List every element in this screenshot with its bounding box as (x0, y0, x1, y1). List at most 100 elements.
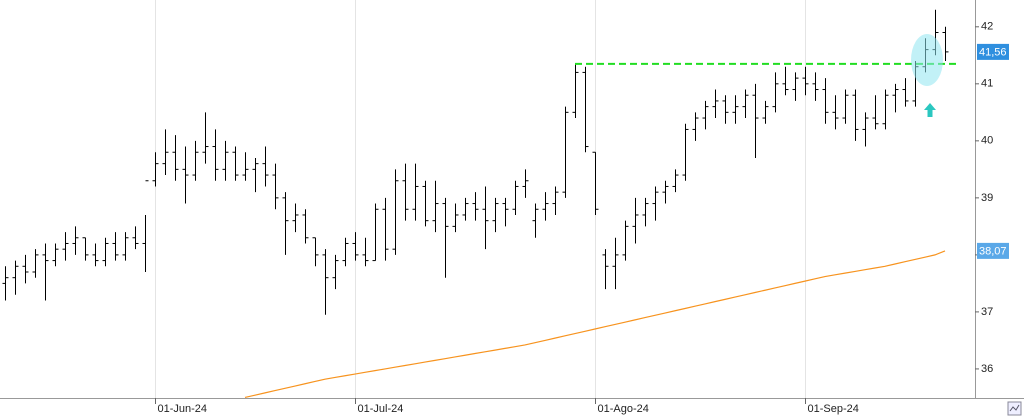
ohlc-bar (522, 169, 529, 198)
ohlc-bar (282, 192, 289, 255)
ohlc-bar (842, 89, 849, 124)
ohlc-bar (772, 72, 779, 113)
ohlc-bar (262, 146, 269, 187)
y-tick-label: 37 (981, 306, 993, 318)
ohlc-bar (332, 254, 339, 290)
ohlc-bar (292, 203, 299, 233)
x-tick-label: 01-Sep-24 (808, 403, 859, 415)
ohlc-bar (792, 72, 799, 101)
x-tick-label: 01-Ago-24 (598, 403, 649, 415)
ohlc-bar (252, 157, 259, 193)
ohlc-bar (382, 197, 389, 261)
ohlc-bar (672, 169, 679, 193)
ohlc-bar (192, 140, 199, 181)
ohlc-bar (372, 203, 379, 262)
ohlc-bar (752, 83, 759, 158)
ohlc-bar (72, 226, 79, 255)
ohlc-bar (52, 243, 59, 267)
ohlc-bar (102, 237, 109, 267)
signal-arrow (924, 103, 936, 117)
ohlc-bar (852, 89, 859, 141)
ohlc-bar (902, 78, 909, 107)
price-tag (977, 242, 1009, 259)
moving-average (244, 250, 946, 399)
ohlc-bar (872, 95, 879, 130)
ohlc-bar (602, 249, 609, 290)
ohlc-bar (362, 237, 369, 267)
ohlc-bar (392, 169, 399, 255)
ohlc-bar (182, 146, 189, 204)
ohlc-bar (152, 152, 159, 187)
ohlc-bar (472, 192, 479, 221)
y-tick-label: 36 (981, 363, 993, 375)
ohlc-bar (612, 237, 619, 290)
y-tick-label: 39 (981, 192, 993, 204)
ohlc-bar (502, 197, 509, 227)
ohlc-bar (652, 186, 659, 221)
y-tick-label: 41 (981, 78, 993, 90)
ohlc-bar (662, 180, 669, 204)
ohlc-bar (632, 197, 639, 244)
ohlc-bar (582, 66, 589, 153)
ohlc-bar (302, 209, 309, 244)
ohlc-bar (862, 112, 869, 147)
corner-icon (1009, 404, 1020, 412)
highlight-ellipse (911, 34, 943, 86)
ohlc-bar (812, 72, 819, 101)
ohlc-bar (452, 203, 459, 233)
ohlc-bar (712, 89, 719, 119)
ohlc-bar (62, 232, 69, 261)
ohlc-bar (642, 197, 649, 227)
ohlc-bar (22, 254, 29, 284)
price-tag-label: 41,56 (979, 46, 1007, 58)
ohlc-bar (432, 180, 439, 233)
ohlc-bar (232, 146, 239, 181)
ohlc-bar (732, 95, 739, 124)
ohlc-bar (272, 163, 279, 210)
ohlc-bar (552, 186, 559, 215)
ohlc-bar (782, 66, 789, 96)
ohlc-bar (402, 163, 409, 221)
ohlc-bar (692, 112, 699, 141)
ohlc-bar (592, 151, 599, 215)
ohlc-bar (242, 152, 249, 181)
ohlc-bar (202, 112, 209, 164)
ohlc-bar (132, 226, 139, 250)
y-tick-label: 42 (981, 21, 993, 33)
ohlc-bar (572, 63, 579, 119)
ohlc-bar (322, 249, 329, 315)
ohlc-bar (882, 89, 889, 130)
ohlc-bar (82, 237, 89, 261)
ohlc-bar (492, 197, 499, 233)
ohlc-bar (532, 203, 539, 238)
ohlc-bar (542, 192, 549, 221)
ohlc-bar (622, 220, 629, 261)
ohlc-bar (822, 78, 829, 124)
ohlc-bar (762, 100, 769, 124)
ohlc-bar (172, 135, 179, 181)
ohlc-bar (342, 237, 349, 267)
ohlc-bar (722, 95, 729, 124)
ohlc-bar (2, 266, 9, 301)
ohlc-bar (122, 232, 129, 261)
ohlc-bar (832, 95, 839, 130)
price-tag-label: 38,07 (979, 245, 1007, 257)
ohlc-bar (312, 237, 319, 267)
ohlc-bar (462, 197, 469, 221)
axis: 3637383940414201-Jun-2401-Jul-2401-Ago-2… (155, 21, 1009, 415)
ohlc-bar (222, 140, 229, 181)
ohlc-bar (352, 232, 359, 261)
ohlc-bar (682, 123, 689, 181)
ohlc-bar (112, 232, 119, 261)
ohlc-bar (802, 66, 809, 96)
ohlc-bar (892, 83, 899, 113)
ohlc-bar (562, 106, 569, 198)
ohlc-bar (702, 100, 709, 130)
ohlc-bar (42, 243, 49, 301)
ohlc-bar (142, 180, 149, 272)
ohlc-bar (512, 180, 519, 215)
y-tick-label: 40 (981, 135, 993, 147)
ohlc-bar (422, 180, 429, 227)
